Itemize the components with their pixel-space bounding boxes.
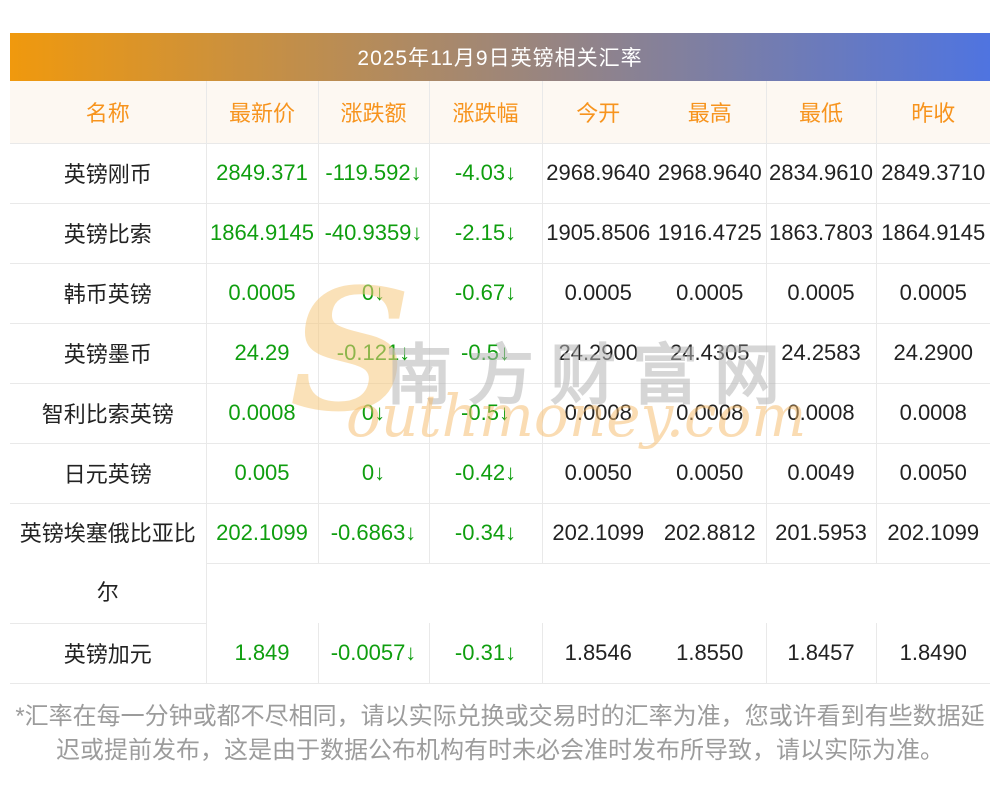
cell-open: 24.2900 [542,323,654,384]
cell-low: 24.2583 [766,323,877,384]
page-title: 2025年11月9日英镑相关汇率 [357,47,643,70]
cell-pair-name: 英镑墨币 [10,323,207,384]
cell-open: 202.1099 [542,503,654,564]
cell-change-pct: -0.34↓ [429,503,543,564]
cell-high: 0.0005 [654,263,767,324]
cell-open: 0.0005 [542,263,654,324]
cell-pair-name: 智利比索英镑 [10,383,207,444]
table-row: 英镑墨币 24.29 -0.121↓ -0.5↓ 24.2900 24.4305… [10,323,990,384]
cell-low: 2834.9610 [766,143,877,204]
disclaimer-footnote: *汇率在每一分钟或都不尽相同，请以实际兑换或交易时的汇率为准，您或许看到有些数据… [15,702,985,764]
exchange-rate-table: 名称 最新价 涨跌额 涨跌幅 今开 最高 最低 昨收 英镑刚币 2849.371… [10,81,990,684]
cell-pair-name: 英镑刚币 [10,143,207,204]
cell-high: 2968.9640 [654,143,767,204]
cell-prev-close: 24.2900 [876,323,990,384]
cell-latest: 24.29 [206,323,319,384]
table-row: 韩币英镑 0.0005 0↓ -0.67↓ 0.0005 0.0005 0.00… [10,263,990,324]
cell-change-pct: -0.5↓ [429,323,543,384]
cell-change: 0↓ [318,443,430,504]
cell-high: 202.8812 [654,503,767,564]
table-row: 日元英镑 0.005 0↓ -0.42↓ 0.0050 0.0050 0.004… [10,443,990,504]
cell-pair-name: 英镑加元 [10,623,207,684]
cell-open: 1905.8506 [542,203,654,264]
cell-low: 0.0005 [766,263,877,324]
cell-change-pct: -0.42↓ [429,443,543,504]
cell-change-pct: -0.67↓ [429,263,543,324]
cell-pair-name: 英镑埃塞俄比亚比尔 [10,503,207,624]
cell-low: 1.8457 [766,623,877,684]
cell-change: -40.9359↓ [318,203,430,264]
cell-prev-close: 0.0005 [876,263,990,324]
column-header-change-pct: 涨跌幅 [429,81,543,144]
cell-pair-name: 英镑比索 [10,203,207,264]
table-row: 英镑刚币 2849.371 -119.592↓ -4.03↓ 2968.9640… [10,143,990,204]
cell-prev-close: 1864.9145 [876,203,990,264]
cell-high: 0.0050 [654,443,767,504]
table-row: 智利比索英镑 0.0008 0↓ -0.5↓ 0.0008 0.0008 0.0… [10,383,990,444]
cell-high: 24.4305 [654,323,767,384]
column-header-change: 涨跌额 [318,81,430,144]
cell-change: -0.6863↓ [318,503,430,564]
cell-low: 1863.7803 [766,203,877,264]
cell-pair-name: 韩币英镑 [10,263,207,324]
column-header-name: 名称 [10,81,207,144]
cell-high: 0.0008 [654,383,767,444]
cell-latest: 2849.371 [206,143,319,204]
cell-change-pct: -0.31↓ [429,623,543,684]
cell-latest: 1.849 [206,623,319,684]
cell-prev-close: 202.1099 [876,503,990,564]
cell-latest: 202.1099 [206,503,319,564]
column-header-high: 最高 [654,81,767,144]
column-header-prev-close: 昨收 [876,81,990,144]
cell-open: 2968.9640 [542,143,654,204]
cell-prev-close: 1.8490 [876,623,990,684]
cell-prev-close: 0.0008 [876,383,990,444]
cell-change-pct: -2.15↓ [429,203,543,264]
table-row: 英镑加元 1.849 -0.0057↓ -0.31↓ 1.8546 1.8550… [10,623,990,684]
table-row: 英镑比索 1864.9145 -40.9359↓ -2.15↓ 1905.850… [10,203,990,264]
cell-open: 0.0050 [542,443,654,504]
cell-open: 1.8546 [542,623,654,684]
cell-latest: 0.0005 [206,263,319,324]
cell-change: 0↓ [318,263,430,324]
cell-low: 201.5953 [766,503,877,564]
cell-change-pct: -0.5↓ [429,383,543,444]
cell-change: -119.592↓ [318,143,430,204]
cell-pair-name: 日元英镑 [10,443,207,504]
cell-prev-close: 0.0050 [876,443,990,504]
column-header-open: 今开 [542,81,654,144]
empty-overflow-cell [206,563,990,623]
title-bar: 2025年11月9日英镑相关汇率 [10,33,990,81]
column-header-low: 最低 [766,81,877,144]
cell-latest: 0.005 [206,443,319,504]
cell-prev-close: 2849.3710 [876,143,990,204]
table-header: 名称 最新价 涨跌额 涨跌幅 今开 最高 最低 昨收 [10,81,990,144]
cell-change-pct: -4.03↓ [429,143,543,204]
cell-high: 1916.4725 [654,203,767,264]
cell-open: 0.0008 [542,383,654,444]
table-row: 英镑埃塞俄比亚比尔 202.1099 -0.6863↓ -0.34↓ 202.1… [10,503,990,624]
cell-low: 0.0049 [766,443,877,504]
cell-high: 1.8550 [654,623,767,684]
cell-change: 0↓ [318,383,430,444]
cell-change: -0.0057↓ [318,623,430,684]
cell-change: -0.121↓ [318,323,430,384]
cell-low: 0.0008 [766,383,877,444]
page: 2025年11月9日英镑相关汇率 名称 最新价 涨跌额 涨跌幅 今开 最高 最低… [10,33,990,764]
column-header-latest: 最新价 [206,81,319,144]
table-body: 英镑刚币 2849.371 -119.592↓ -4.03↓ 2968.9640… [10,143,990,684]
header-row: 名称 最新价 涨跌额 涨跌幅 今开 最高 最低 昨收 [10,81,990,144]
cell-latest: 0.0008 [206,383,319,444]
cell-latest: 1864.9145 [206,203,319,264]
